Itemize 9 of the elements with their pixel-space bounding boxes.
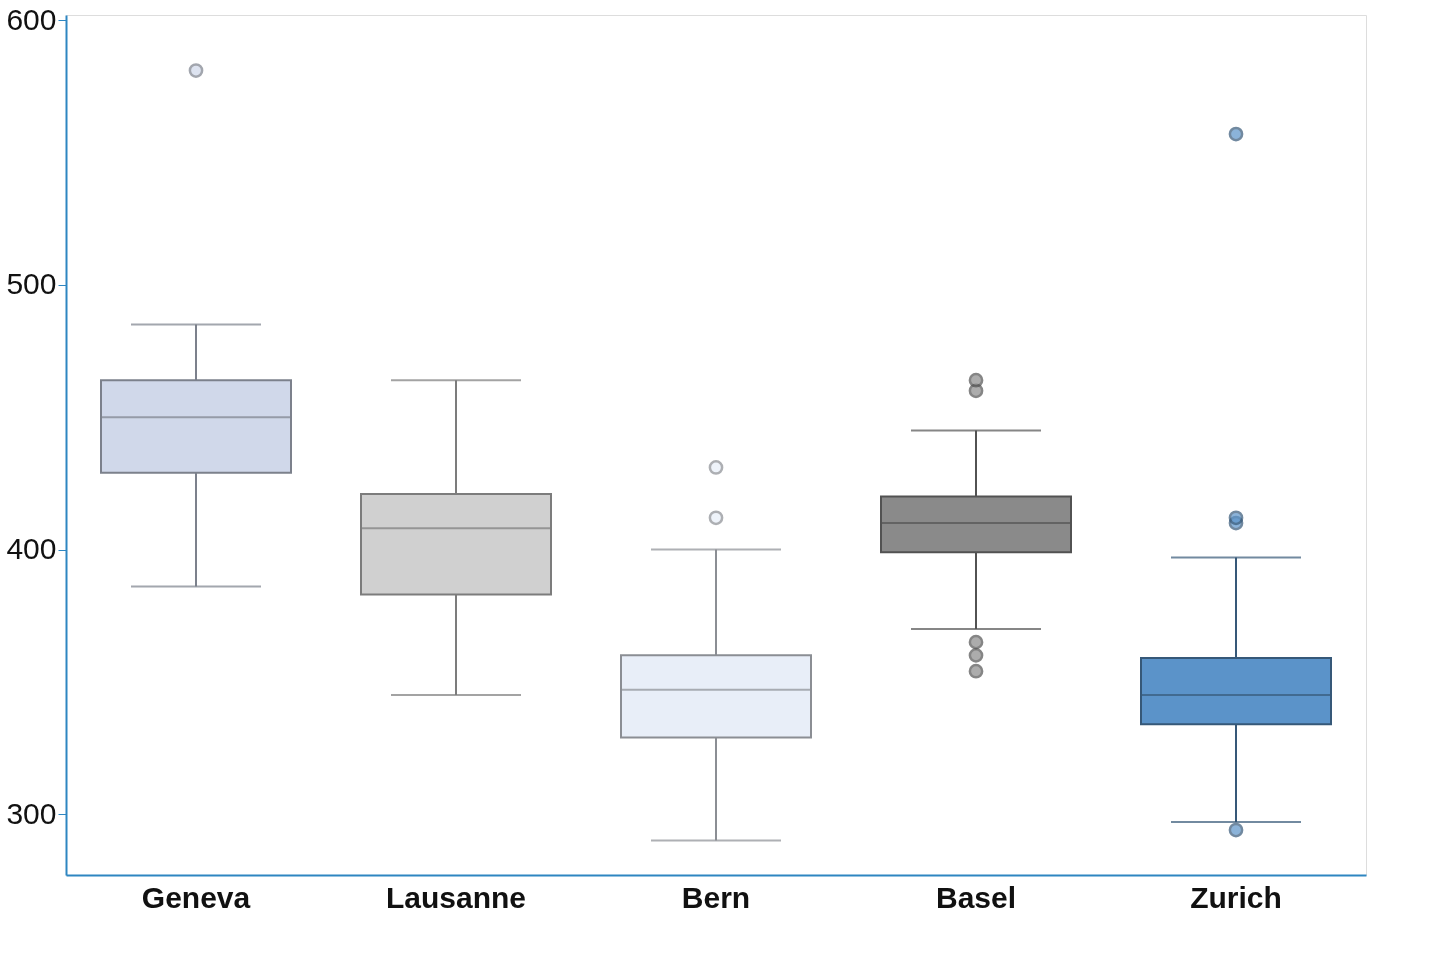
x-tick-label: Basel bbox=[935, 880, 1017, 914]
y-tick-label: 500 bbox=[6, 267, 57, 301]
x-tick-label: Bern bbox=[681, 880, 751, 914]
y-tick-label: 400 bbox=[6, 532, 57, 566]
x-tick-label: Geneva bbox=[141, 880, 251, 914]
y-tick-label: 300 bbox=[6, 796, 57, 830]
y-tick-label: 600 bbox=[6, 2, 57, 36]
x-tick-label: Zurich bbox=[1190, 880, 1282, 914]
x-tick-label: Lausanne bbox=[385, 880, 527, 914]
